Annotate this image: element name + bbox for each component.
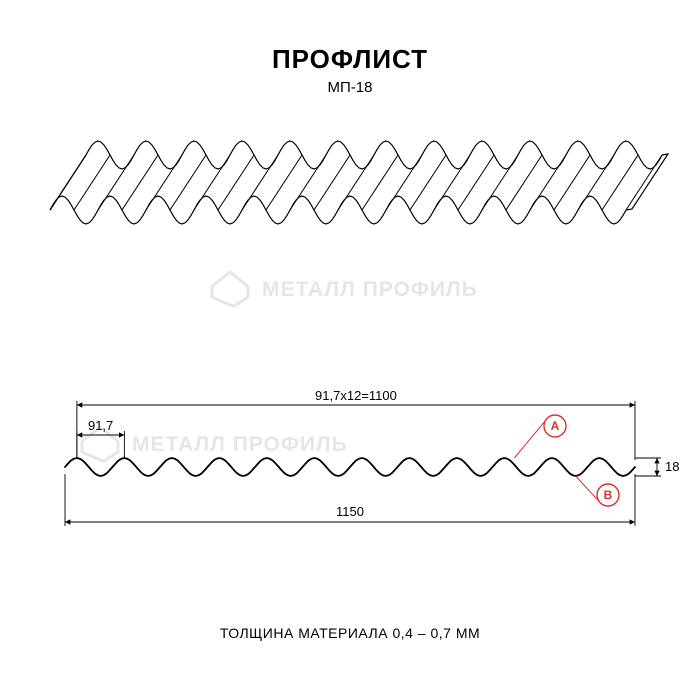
watermark-group: МЕТАЛЛ ПРОФИЛЬ МЕТАЛЛ ПРОФИЛЬ [82,272,478,461]
title-block: ПРОФЛИСТ МП-18 [0,44,700,96]
svg-text:91,7: 91,7 [88,418,113,433]
thickness-note: ТОЛЩИНА МАТЕРИАЛА 0,4 – 0,7 ММ [0,625,700,641]
svg-text:A: A [551,419,560,433]
svg-text:91,7x12=1100: 91,7x12=1100 [315,388,397,403]
cross-section: 91,7x12=1100 91,7 1150 18 A B [65,388,679,526]
svg-text:1150: 1150 [336,504,364,519]
svg-text:18: 18 [665,459,679,474]
svg-text:МЕТАЛЛ ПРОФИЛЬ: МЕТАЛЛ ПРОФИЛЬ [132,433,348,456]
technical-diagram: МЕТАЛЛ ПРОФИЛЬМЕТАЛЛ ПРОФИЛЬ91,7x12=1100… [0,0,700,700]
page-title: ПРОФЛИСТ [0,44,700,75]
perspective-sheet [50,141,668,224]
svg-text:МЕТАЛЛ ПРОФИЛЬ: МЕТАЛЛ ПРОФИЛЬ [262,278,478,301]
svg-text:B: B [604,488,613,502]
thickness-note-text: ТОЛЩИНА МАТЕРИАЛА 0,4 – 0,7 ММ [220,625,480,641]
page-subtitle: МП-18 [0,79,700,96]
